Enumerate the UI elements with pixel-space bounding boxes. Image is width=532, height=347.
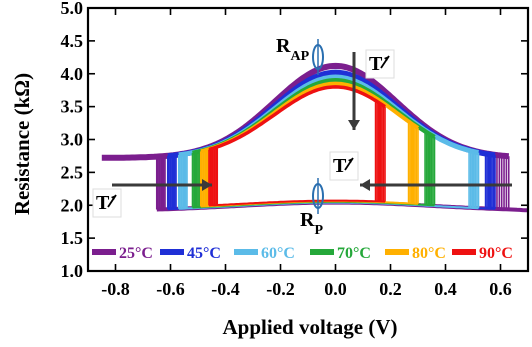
t-label-top-box bbox=[365, 49, 395, 79]
x-tick-label: 0.4 bbox=[434, 279, 457, 299]
t-label-mid-box bbox=[329, 151, 359, 181]
x-tick-label: 0.0 bbox=[324, 279, 347, 299]
y-tick-label: 3.5 bbox=[61, 97, 84, 117]
y-tick-label: 4.0 bbox=[61, 64, 84, 84]
annotations: RAP RP T T T bbox=[92, 35, 512, 238]
y-tick-label: 2.5 bbox=[61, 162, 84, 182]
axes bbox=[86, 6, 530, 273]
x-tick-label: -0.2 bbox=[266, 279, 295, 299]
x-tick-label: 0.2 bbox=[379, 279, 402, 299]
x-tick-label: -0.6 bbox=[156, 279, 185, 299]
t-label-top-arrowhead bbox=[384, 56, 389, 61]
t-label-left-arrowhead bbox=[111, 195, 116, 200]
y-tick-label: 2.0 bbox=[61, 195, 84, 215]
y-tick-label: 5.0 bbox=[61, 0, 84, 18]
y-tick-label: 1.0 bbox=[61, 261, 84, 281]
legend-label: 60°C bbox=[261, 245, 295, 262]
legend-label: 45°C bbox=[187, 245, 221, 262]
plot-area bbox=[101, 62, 529, 213]
plot-frame bbox=[86, 6, 530, 273]
legend-label: 25°C bbox=[119, 245, 153, 262]
tick-labels: -0.8 -0.6 -0.4 -0.2 0.0 0.2 0.4 0.6 1.0 1.5 2.0 2.5… bbox=[61, 0, 512, 299]
series-90°C bbox=[208, 85, 386, 207]
legend-label: 70°C bbox=[337, 245, 371, 262]
t-label-left-box bbox=[92, 188, 122, 218]
t-label-left: T bbox=[96, 192, 110, 214]
arrow-left-head bbox=[360, 179, 370, 191]
legend-label: 90°C bbox=[479, 245, 513, 262]
y-tick-label: 1.5 bbox=[61, 228, 84, 248]
ap-branch-line bbox=[208, 85, 386, 152]
p-branch-line bbox=[208, 199, 386, 207]
x-tick-label: -0.4 bbox=[211, 279, 240, 299]
y-tick-label: 3.0 bbox=[61, 130, 84, 150]
t-label-mid-arrowhead bbox=[348, 158, 353, 163]
x-tick-label: -0.8 bbox=[101, 279, 130, 299]
y-tick-label: 4.5 bbox=[61, 31, 84, 51]
x-tick-label: 0.6 bbox=[489, 279, 512, 299]
t-label-mid: T bbox=[333, 155, 347, 177]
t-label-top: T bbox=[369, 53, 383, 75]
x-axis-label: Applied voltage (V) bbox=[223, 315, 398, 339]
legend-label: 80°C bbox=[412, 245, 446, 262]
legend: 25°C 45°C 60°C 70°C 80°C 90°C bbox=[92, 245, 513, 262]
rap-label: RAP bbox=[276, 35, 310, 64]
arrow-down-head bbox=[348, 120, 360, 130]
rp-label: RP bbox=[300, 209, 323, 238]
arrow-right-head bbox=[202, 179, 212, 191]
y-axis-label: Resistance (kΩ) bbox=[10, 73, 34, 215]
